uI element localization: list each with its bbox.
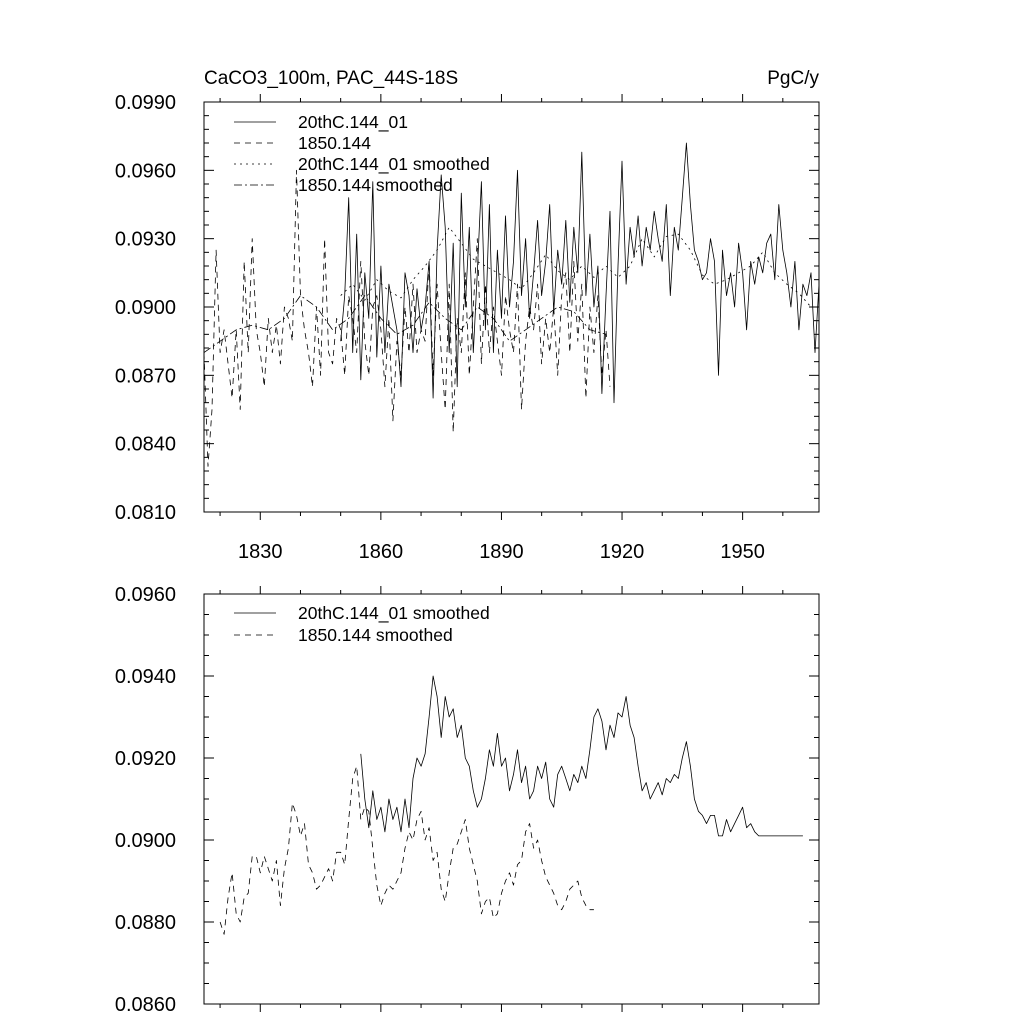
series-line-1 [360,675,803,837]
y-tick-label: 0.0880 [115,912,176,934]
legend-entry-label: 1850.144 smoothed [298,175,453,195]
series-line-2 [203,169,611,467]
top-series-lines [203,142,820,467]
series-line-1 [340,142,820,404]
top-y-tick-labels: 0.0810 0.0840 0.0870 0.0900 0.0930 0.0960 0.09… [115,92,176,524]
series-line-4 [203,295,607,353]
y-tick-label: 0.0990 [115,92,176,114]
y-tick-label: 0.0810 [115,502,176,524]
y-tick-label: 0.0930 [115,229,176,251]
y-tick-label: 0.0900 [115,830,176,852]
y-tick-label: 0.0960 [115,584,176,606]
y-tick-label: 0.0840 [115,434,176,456]
series-line-2 [219,765,594,935]
x-tick-label: 1890 [479,541,524,563]
y-tick-label: 0.0960 [115,160,176,182]
bottom-axis-ticks [204,586,819,1012]
x-tick-label: 1920 [600,541,645,563]
y-tick-label: 0.0940 [115,666,176,688]
top-axis-ticks [204,94,819,520]
x-tick-label: 1860 [359,541,404,563]
top-x-tick-labels: 1830 1860 1890 1920 1950 [238,541,765,563]
top-title-left: CaCO3_100m, PAC_44S-18S [204,68,458,89]
bottom-plot-frame [203,593,820,1005]
legend-entry-label: 20thC.144_01 smoothed [298,154,490,175]
y-tick-label: 0.0860 [115,994,176,1016]
top-panel: CaCO3_100m, PAC_44S-18S PgC/y 0.08100.08… [115,68,820,563]
y-tick-label: 0.0920 [115,748,176,770]
series-line-3 [340,226,812,308]
legend-entry-label: 20thC.144_01 [298,112,408,133]
x-tick-label: 1830 [238,541,283,563]
bottom-series-lines [219,675,803,935]
bottom-panel: 0.0860 0.0880 0.0900 0.0920 0.0940 0.0960 20t… [115,584,820,1016]
y-tick-label: 0.0900 [115,297,176,319]
x-tick-label: 1950 [720,541,765,563]
legend-entry-label: 1850.144 [298,133,371,153]
legend-entry-label: 1850.144 smoothed [298,625,453,645]
bottom-y-tick-labels: 0.0860 0.0880 0.0900 0.0920 0.0940 0.0960 [115,584,176,1016]
legend-entry-label: 20thC.144_01 smoothed [298,603,490,624]
top-title-right: PgC/y [767,68,819,89]
top-plot-frame [203,101,820,513]
y-tick-label: 0.0870 [115,365,176,387]
